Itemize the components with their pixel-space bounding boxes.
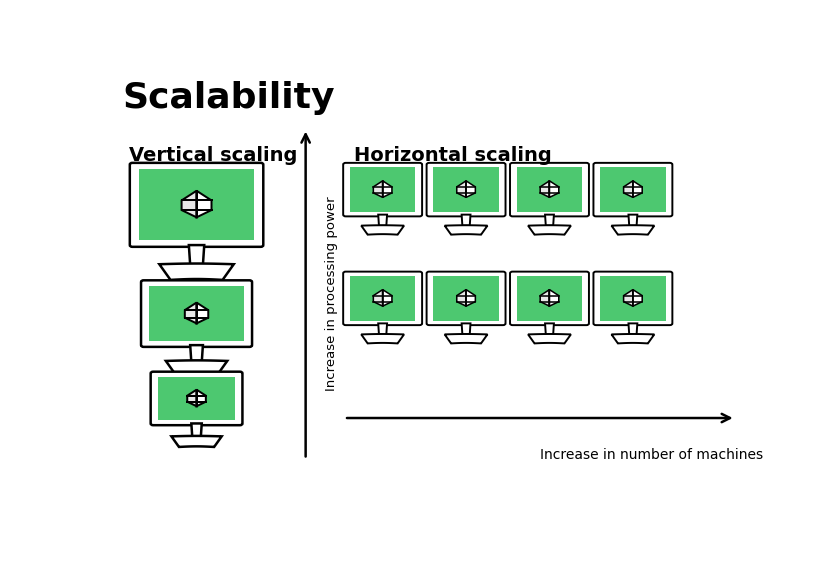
Polygon shape bbox=[544, 215, 553, 225]
FancyBboxPatch shape bbox=[141, 280, 251, 347]
Polygon shape bbox=[528, 334, 570, 344]
Bar bbox=[516, 276, 581, 321]
Bar bbox=[516, 167, 581, 212]
Polygon shape bbox=[549, 181, 558, 197]
Polygon shape bbox=[196, 191, 211, 218]
Polygon shape bbox=[628, 215, 637, 225]
Polygon shape bbox=[623, 290, 632, 306]
Polygon shape bbox=[539, 290, 549, 306]
Text: Horizontal scaling: Horizontal scaling bbox=[353, 146, 551, 165]
Polygon shape bbox=[373, 181, 382, 197]
Polygon shape bbox=[628, 323, 637, 334]
Polygon shape bbox=[528, 225, 570, 234]
FancyBboxPatch shape bbox=[426, 272, 505, 325]
Bar bbox=[600, 276, 665, 321]
FancyBboxPatch shape bbox=[130, 163, 263, 247]
Polygon shape bbox=[611, 334, 653, 344]
FancyBboxPatch shape bbox=[151, 372, 242, 425]
Polygon shape bbox=[461, 215, 470, 225]
Bar bbox=[139, 170, 253, 240]
Polygon shape bbox=[373, 290, 382, 306]
FancyBboxPatch shape bbox=[509, 163, 588, 216]
Polygon shape bbox=[187, 390, 196, 406]
FancyBboxPatch shape bbox=[426, 163, 505, 216]
Text: Scalability: Scalability bbox=[122, 81, 335, 115]
FancyBboxPatch shape bbox=[509, 272, 588, 325]
Polygon shape bbox=[165, 360, 227, 374]
Polygon shape bbox=[190, 345, 203, 361]
Polygon shape bbox=[632, 181, 642, 197]
Polygon shape bbox=[382, 290, 391, 306]
FancyBboxPatch shape bbox=[593, 272, 672, 325]
Polygon shape bbox=[382, 181, 391, 197]
Polygon shape bbox=[466, 181, 475, 197]
Polygon shape bbox=[444, 225, 487, 234]
Polygon shape bbox=[457, 181, 466, 197]
FancyBboxPatch shape bbox=[593, 163, 672, 216]
Polygon shape bbox=[378, 323, 386, 334]
Bar bbox=[433, 276, 499, 321]
Polygon shape bbox=[184, 303, 196, 323]
Polygon shape bbox=[181, 191, 196, 218]
Bar bbox=[158, 377, 235, 420]
Polygon shape bbox=[361, 225, 404, 234]
Polygon shape bbox=[611, 225, 653, 234]
Polygon shape bbox=[539, 181, 549, 197]
Polygon shape bbox=[159, 263, 233, 280]
Polygon shape bbox=[623, 181, 632, 197]
Polygon shape bbox=[196, 303, 208, 323]
Text: Increase in number of machines: Increase in number of machines bbox=[539, 448, 762, 462]
Polygon shape bbox=[632, 290, 642, 306]
Polygon shape bbox=[466, 290, 475, 306]
FancyBboxPatch shape bbox=[342, 163, 422, 216]
Polygon shape bbox=[378, 215, 386, 225]
Bar bbox=[149, 286, 243, 341]
Text: Vertical scaling: Vertical scaling bbox=[129, 146, 297, 165]
Bar bbox=[600, 167, 665, 212]
Polygon shape bbox=[444, 334, 487, 344]
Polygon shape bbox=[549, 290, 558, 306]
Bar bbox=[349, 276, 415, 321]
Polygon shape bbox=[544, 323, 553, 334]
Bar bbox=[433, 167, 499, 212]
Polygon shape bbox=[361, 334, 404, 344]
Text: Increase in processing power: Increase in processing power bbox=[324, 197, 337, 392]
Polygon shape bbox=[461, 323, 470, 334]
Polygon shape bbox=[196, 390, 206, 406]
Polygon shape bbox=[457, 290, 466, 306]
Bar bbox=[349, 167, 415, 212]
Polygon shape bbox=[189, 245, 204, 264]
Polygon shape bbox=[191, 423, 202, 436]
FancyBboxPatch shape bbox=[342, 272, 422, 325]
Polygon shape bbox=[171, 436, 222, 447]
